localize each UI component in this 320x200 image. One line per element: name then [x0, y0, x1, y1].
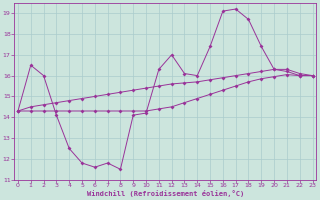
X-axis label: Windchill (Refroidissement éolien,°C): Windchill (Refroidissement éolien,°C) [87, 190, 244, 197]
